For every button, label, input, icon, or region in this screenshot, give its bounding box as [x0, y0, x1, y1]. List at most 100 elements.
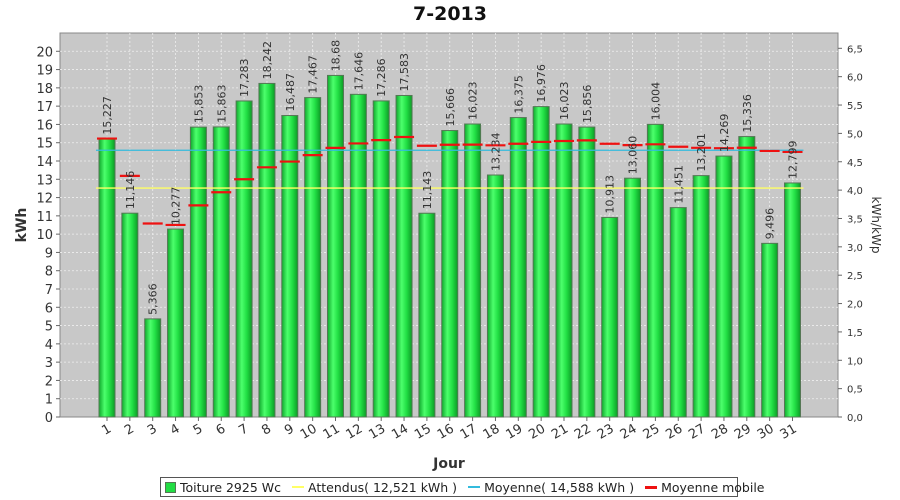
y-tick-label: 10: [36, 228, 53, 243]
x-tick-label: 5: [191, 421, 206, 438]
x-tick-label: 13: [366, 421, 388, 442]
x-tick-label: 6: [214, 421, 229, 438]
y-tick-label: 0: [45, 411, 53, 426]
x-tick-label: 4: [168, 421, 183, 438]
y2-axis-label: kWh/kWp: [869, 197, 883, 254]
bar: [349, 93, 367, 418]
x-tick-label: 3: [145, 421, 160, 438]
y-tick-label: 16: [36, 118, 53, 133]
x-tick-label: 16: [435, 421, 457, 442]
y2-tick-label: 5,5: [847, 101, 863, 112]
moving-average-series: [97, 135, 803, 227]
x-tick-label: 25: [641, 421, 663, 442]
legend-label-mean: Moyenne( 14,588 kWh ): [484, 479, 635, 495]
bar: [121, 212, 139, 418]
bar: [784, 182, 801, 418]
x-tick-label: 17: [458, 421, 480, 442]
bar-value-label: 15,863: [215, 84, 228, 123]
y-tick-label: 19: [36, 64, 53, 79]
bar-value-label: 16,023: [558, 82, 571, 121]
bar-value-label: 11,146: [124, 171, 137, 210]
bar-value-label: 11,451: [672, 165, 685, 204]
y-axis-label: kWh: [14, 208, 30, 243]
x-tick-label: 10: [298, 421, 320, 442]
bar-value-label: 16,976: [535, 64, 548, 103]
bar-value-label: 16,487: [284, 73, 297, 112]
y2-tick-label: 3,5: [847, 214, 863, 225]
x-tick-label: 2: [122, 421, 137, 438]
y2-tick-label: 1,5: [847, 328, 863, 339]
bar: [578, 126, 596, 418]
bar: [212, 126, 230, 418]
x-tick-label: 26: [663, 421, 685, 442]
y2-tick-label: 4,5: [847, 158, 863, 169]
x-tick-label: 8: [259, 421, 274, 438]
bar-value-label: 11,143: [421, 171, 434, 210]
bar: [601, 216, 619, 418]
x-tick-label: 22: [572, 421, 594, 442]
y2-tick-label: 0,5: [847, 385, 863, 396]
bar: [144, 318, 162, 418]
bar-value-label: 15,336: [741, 94, 754, 133]
legend: Toiture 2925 Wc Attendus( 12,521 kWh ) M…: [160, 477, 765, 497]
reference-lines: [96, 149, 804, 189]
bar: [189, 126, 207, 418]
bar-value-label: 15,853: [192, 85, 205, 124]
bar-value-label: 15,227: [101, 96, 114, 135]
bar: [532, 106, 550, 418]
bar: [235, 100, 253, 418]
y-tick-label: 15: [36, 137, 53, 152]
bar-value-label: 15,666: [444, 88, 457, 127]
bar-value-label: 18,68: [330, 40, 343, 72]
legend-swatch-expected: [292, 486, 305, 488]
legend-swatch-mean: [468, 486, 481, 488]
y-tick-label: 6: [45, 301, 53, 316]
legend-swatch-bars: [165, 481, 176, 493]
x-axis: 1 2 3 4 5 6 7 8 9 10 11 12 13 14 15 16 17 18 19 20 21 22 23 24 2…: [99, 417, 800, 443]
bar: [555, 123, 573, 418]
bar: [167, 228, 185, 418]
bar: [738, 136, 756, 418]
y2-tick-label: 3,0: [847, 243, 863, 254]
y2-tick-label: 0,0: [847, 413, 863, 424]
y2-tick-label: 5,0: [847, 129, 863, 140]
x-tick-label: 11: [321, 421, 343, 442]
y-tick-label: 7: [45, 283, 53, 298]
bar-value-label: 17,283: [238, 58, 251, 97]
bar-value-label: 16,023: [467, 82, 480, 121]
y-tick-label: 18: [36, 82, 53, 97]
legend-item-bars: Toiture 2925 Wc: [165, 480, 281, 495]
bar-value-label: 15,856: [581, 85, 594, 124]
y-tick-label: 2: [45, 374, 53, 389]
bar: [669, 207, 687, 418]
y-tick-label: 9: [45, 246, 53, 261]
x-tick-label: 28: [709, 421, 731, 442]
y-tick-label: 3: [45, 356, 53, 371]
x-tick-label: 19: [503, 421, 525, 442]
bar-value-label: 10,913: [604, 175, 617, 214]
bar: [281, 115, 299, 418]
bar: [304, 97, 322, 418]
bar-value-label: 16,375: [512, 75, 525, 114]
bar-value-label: 5,366: [147, 283, 160, 315]
bar: [98, 138, 116, 418]
bar: [258, 82, 276, 418]
y-tick-label: 4: [45, 338, 53, 353]
x-tick-label: 21: [549, 421, 571, 442]
x-tick-label: 27: [686, 421, 708, 442]
bar-value-label: 9,496: [764, 208, 777, 240]
bar: [486, 174, 504, 418]
bar: [327, 74, 344, 418]
x-tick-label: 14: [389, 421, 411, 442]
chart-title: 7-2013: [413, 3, 487, 25]
bar-value-label: 17,583: [398, 53, 411, 92]
x-tick-label: 24: [618, 421, 640, 442]
bar: [646, 123, 664, 418]
y2-tick-label: 2,5: [847, 271, 863, 282]
bar-value-label: 16,004: [649, 82, 662, 121]
y-tick-label: 1: [45, 393, 53, 408]
x-tick-label: 7: [236, 421, 251, 438]
x-tick-label: 30: [755, 421, 777, 442]
bar: [624, 177, 642, 418]
